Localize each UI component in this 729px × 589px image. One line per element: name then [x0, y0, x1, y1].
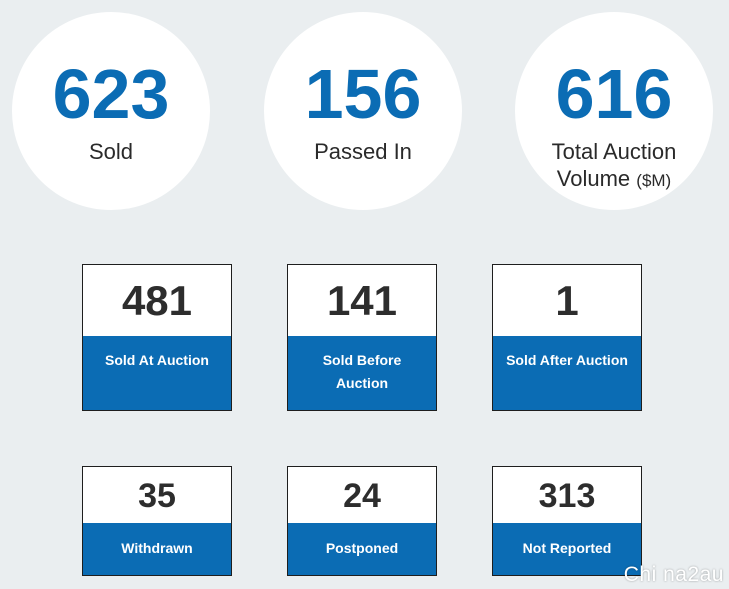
not-reported-label: Not Reported — [493, 523, 641, 575]
sold-at-auction-label: Sold At Auction — [83, 336, 231, 410]
result-card-sold-at-auction: 481 Sold At Auction — [82, 264, 232, 411]
summary-circle-total-volume: 616 Total Auction Volume ($M) — [515, 12, 713, 210]
sold-before-auction-count: 141 — [326, 277, 398, 324]
sold-after-auction-count: 1 — [555, 277, 579, 324]
postponed-count: 24 — [343, 476, 381, 515]
result-card-postponed: 24 Postponed — [287, 466, 437, 576]
total-volume-value: 616 — [555, 55, 673, 133]
summary-circle-sold: 623 Sold — [12, 12, 210, 210]
sold-after-auction-label: Sold After Auction — [493, 336, 641, 410]
postponed-label: Postponed — [288, 523, 436, 575]
result-card-withdrawn: 35 Withdrawn — [82, 466, 232, 576]
sold-label: Sold — [88, 139, 134, 164]
withdrawn-count: 35 — [138, 476, 176, 515]
passed-in-label: Passed In — [314, 139, 412, 164]
total-volume-label: Total Auction Volume — [551, 139, 677, 191]
watermark: Chi na2au — [623, 563, 724, 586]
passed-in-count: 156 — [304, 55, 422, 133]
result-card-not-reported: 313 Not Reported — [492, 466, 642, 576]
summary-circle-passed-in: 156 Passed In — [264, 12, 462, 210]
total-volume-unit: ($M) — [636, 171, 672, 190]
result-card-sold-before-auction: 141 Sold Before Auction — [287, 264, 437, 411]
sold-at-auction-count: 481 — [121, 277, 193, 324]
result-card-sold-after-auction: 1 Sold After Auction — [492, 264, 642, 411]
sold-before-auction-label: Sold Before Auction — [288, 336, 436, 410]
sold-count: 623 — [52, 55, 170, 133]
total-volume-label-group: Total Auction Volume ($M) — [515, 138, 713, 194]
not-reported-count: 313 — [538, 476, 596, 515]
withdrawn-label: Withdrawn — [83, 523, 231, 575]
